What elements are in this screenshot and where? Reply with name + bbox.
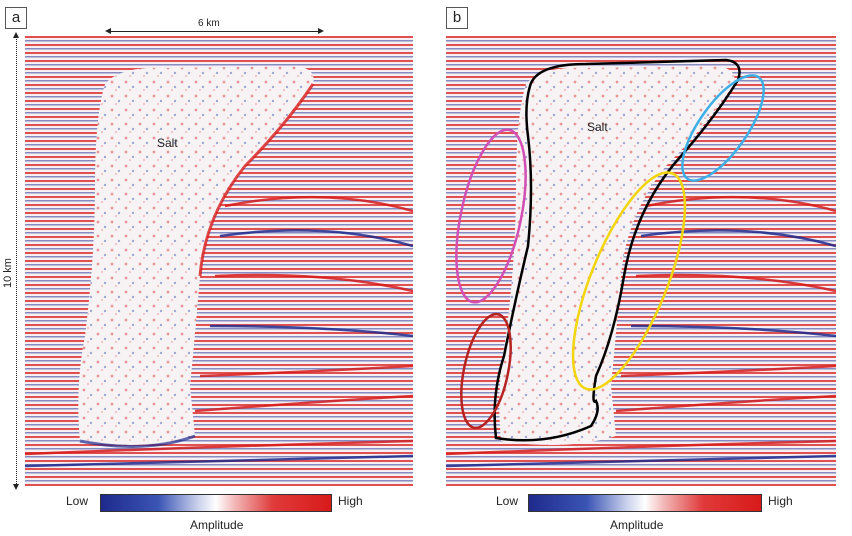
colorbar-a-title: Amplitude: [190, 518, 244, 532]
seismic-image-b: [446, 36, 836, 486]
panel-a-label: a: [5, 7, 27, 29]
seismic-svg-a: [25, 36, 413, 486]
scale-arrow-right-head: [318, 28, 324, 34]
scale-bar-label: 6 km: [198, 18, 220, 29]
depth-arrow-bottom-head: [13, 484, 19, 490]
colorbar-b-low: Low: [496, 494, 519, 508]
salt-label-a: Salt: [157, 136, 178, 150]
salt-label-b: Salt: [587, 120, 608, 134]
ellipse-cyan: [681, 74, 765, 182]
seismic-svg-b: [446, 36, 836, 486]
depth-arrow: [16, 36, 17, 486]
ellipse-magenta: [455, 128, 527, 304]
colorbar-b-high: High: [768, 494, 793, 508]
salt-outline: [493, 58, 741, 442]
depth-arrow-top-head: [13, 32, 19, 38]
scale-arrow-left-head: [105, 28, 111, 34]
colorbar-b: [528, 494, 762, 512]
panel-b-label: b: [446, 7, 468, 29]
colorbar-a-high: High: [338, 494, 363, 508]
colorbar-a: [100, 494, 332, 512]
colorbar-a-low: Low: [66, 494, 89, 508]
ellipse-yellow: [571, 171, 687, 391]
colorbar-b-title: Amplitude: [610, 518, 664, 532]
ellipse-red: [460, 312, 512, 430]
scale-bar-arrow: [107, 31, 322, 32]
seismic-image-a: [25, 36, 413, 486]
depth-label: 10 km: [2, 258, 14, 288]
